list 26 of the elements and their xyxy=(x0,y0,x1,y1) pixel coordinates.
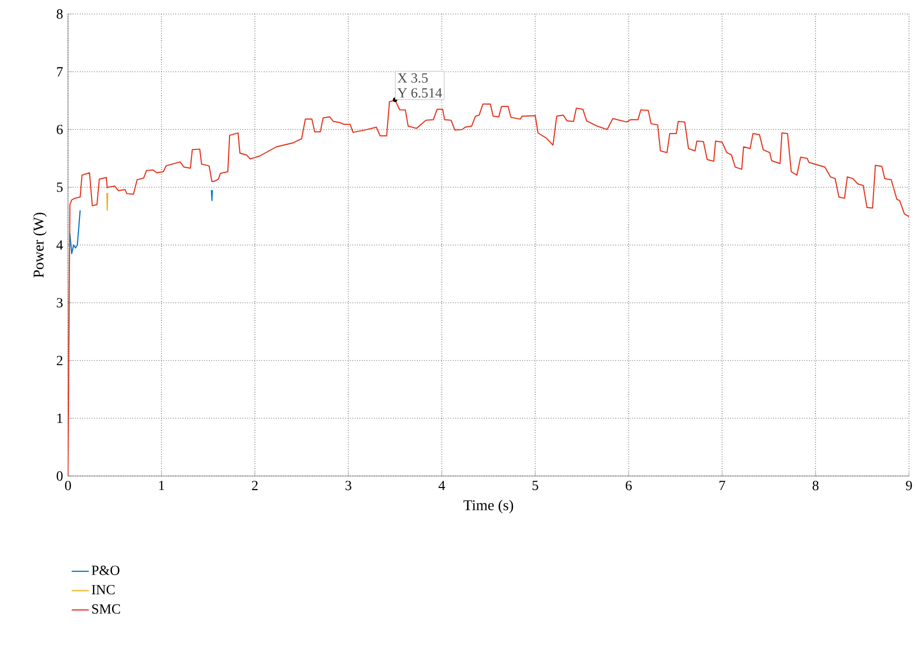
x-tick-label: 6 xyxy=(626,480,632,490)
legend-label: SMC xyxy=(92,604,120,614)
y-tick-label: 8 xyxy=(56,9,63,19)
x-tick-label: 7 xyxy=(720,480,726,490)
x-tick-label: 9 xyxy=(906,480,912,490)
x-tick-label: 0 xyxy=(65,480,71,490)
y-tick-label: 4 xyxy=(56,240,63,250)
y-tick-label: 0 xyxy=(56,471,63,481)
annotation: Y 6.514 xyxy=(397,88,442,98)
x-tick-label: 5 xyxy=(532,480,538,490)
y-axis-title: Power (W) xyxy=(33,212,47,278)
legend-label: INC xyxy=(92,584,115,594)
x-axis-title: Time (s) xyxy=(464,500,514,514)
y-tick-label: 2 xyxy=(56,356,62,366)
y-tick-label: 7 xyxy=(57,67,63,76)
x-tick-label: 4 xyxy=(438,480,446,490)
x-tick-label: 3 xyxy=(346,480,352,490)
x-tick-label: 1 xyxy=(159,480,164,490)
x-tick-label: 2 xyxy=(252,480,258,490)
y-tick-label: 3 xyxy=(56,298,63,308)
y-tick-label: 6 xyxy=(56,124,63,134)
legend-label: P&O xyxy=(92,566,120,576)
y-tick-label: 1 xyxy=(57,414,62,423)
annotation: X 3.5 xyxy=(398,73,428,83)
x-tick-label: 8 xyxy=(812,480,819,490)
y-tick-label: 5 xyxy=(56,182,63,192)
